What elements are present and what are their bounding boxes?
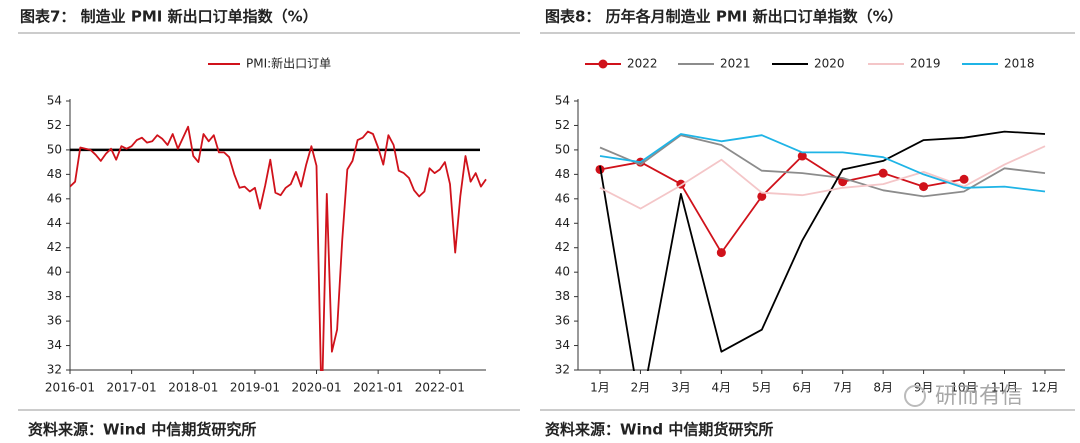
series-line <box>599 145 1046 210</box>
y-tick-label: 48 <box>47 167 62 181</box>
x-tick-label: 11月 <box>991 381 1018 395</box>
x-tick-label: 3月 <box>671 381 691 395</box>
y-tick-label: 44 <box>555 216 570 230</box>
x-tick-label: 4月 <box>712 381 732 395</box>
y-tick-label: 40 <box>555 265 570 279</box>
y-tick-label: 34 <box>555 338 570 352</box>
y-tick-label: 38 <box>555 289 570 303</box>
y-tick-label: 54 <box>555 94 570 108</box>
point <box>716 248 726 258</box>
series-line <box>599 133 1046 193</box>
x-tick-label: 2021-01 <box>353 381 403 395</box>
y-tick-label: 34 <box>47 338 62 352</box>
legend-label: 2021 <box>720 57 751 71</box>
point <box>959 174 969 184</box>
y-tick-label: 50 <box>555 142 570 156</box>
y-tick-label: 36 <box>47 314 62 328</box>
chart-title: 图表7： 制造业 PMI 新出口订单指数（%） <box>20 8 318 26</box>
x-tick-label: 10月 <box>950 381 977 395</box>
x-tick-label: 5月 <box>752 381 772 395</box>
x-tick-label: 2016-01 <box>45 381 95 395</box>
x-tick-label: 6月 <box>792 381 812 395</box>
y-tick-label: 50 <box>47 142 62 156</box>
point <box>757 191 767 201</box>
plot-area <box>595 130 1046 371</box>
point <box>919 182 929 192</box>
y-tick-label: 44 <box>47 216 62 230</box>
source: 资料来源：Wind 中信期货研究所 <box>545 421 773 439</box>
x-tick-label: 2019-01 <box>230 381 280 395</box>
x-tick-label: 9月 <box>914 381 934 395</box>
source: 资料来源：Wind 中信期货研究所 <box>28 421 256 439</box>
y-tick-label: 32 <box>555 363 570 377</box>
series-line <box>599 130 1046 371</box>
x-tick-label: 7月 <box>833 381 853 395</box>
series-line <box>599 155 965 254</box>
legend-label: PMI:新出口订单 <box>246 56 331 71</box>
point <box>797 151 807 161</box>
x-tick-label: 2018-01 <box>168 381 218 395</box>
y-tick-label: 48 <box>555 167 570 181</box>
y-tick-label: 52 <box>47 118 62 132</box>
watermark: 研而有信 <box>935 384 1023 409</box>
watermark-icon <box>904 385 926 407</box>
y-tick-label: 54 <box>47 94 62 108</box>
y-tick-label: 38 <box>47 289 62 303</box>
legend-label: 2018 <box>1004 57 1035 71</box>
y-tick-label: 32 <box>47 363 62 377</box>
y-tick-label: 36 <box>555 314 570 328</box>
x-tick-label: 1月 <box>590 381 610 395</box>
legend-label: 2019 <box>910 57 941 71</box>
y-tick-label: 40 <box>47 265 62 279</box>
legend-marker <box>598 59 608 69</box>
series-line <box>70 125 487 371</box>
legend-label: 2020 <box>814 57 845 71</box>
legend-label: 2022 <box>627 57 658 71</box>
x-tick-label: 12月 <box>1031 381 1058 395</box>
x-tick-label: 2月 <box>631 381 651 395</box>
x-tick-label: 2022-01 <box>415 381 465 395</box>
y-tick-label: 46 <box>555 191 570 205</box>
x-tick-label: 2020-01 <box>291 381 341 395</box>
y-tick-label: 42 <box>555 240 570 254</box>
x-tick-label: 2017-01 <box>107 381 157 395</box>
x-tick-label: 8月 <box>873 381 893 395</box>
plot-area <box>70 125 487 371</box>
point <box>878 168 888 178</box>
chart-title: 图表8： 历年各月制造业 PMI 新出口订单指数（%） <box>545 8 903 26</box>
y-tick-label: 42 <box>47 240 62 254</box>
y-tick-label: 46 <box>47 191 62 205</box>
y-tick-label: 52 <box>555 118 570 132</box>
